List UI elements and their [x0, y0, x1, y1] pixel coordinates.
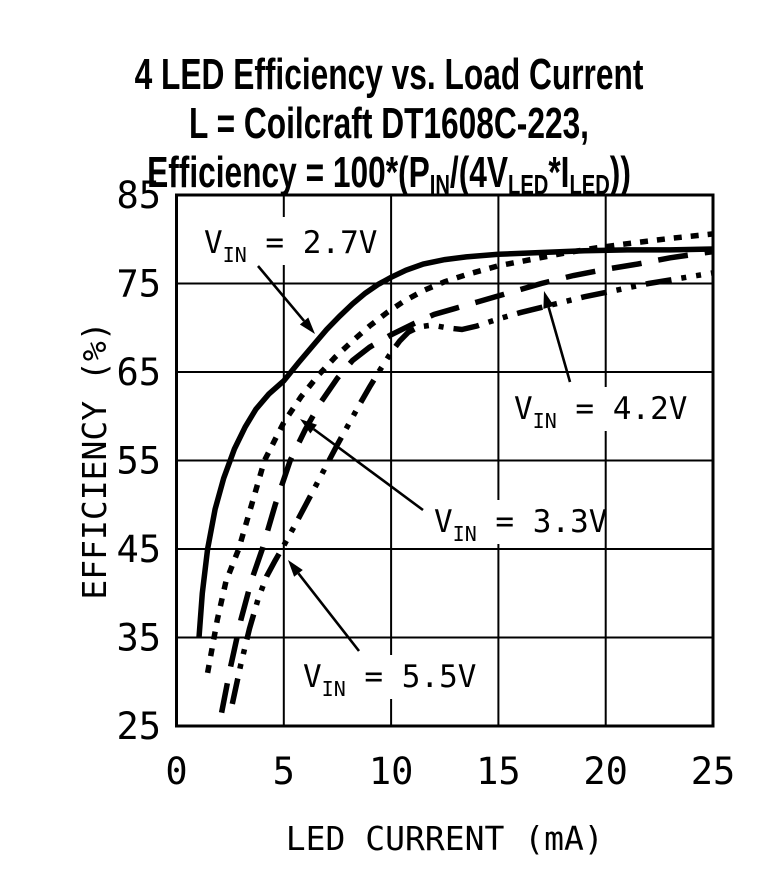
annotation-vin-3.3v: VIN = 3.3V — [300, 419, 607, 546]
curve-vin-5.5v — [229, 270, 714, 705]
y-tick-45: 45 — [116, 528, 161, 571]
y-tick-65: 65 — [116, 351, 161, 394]
x-tick-25: 25 — [691, 750, 736, 793]
curve-vin-4.2v — [218, 248, 714, 714]
label-mask — [195, 217, 353, 265]
annotation-arrow-line — [297, 572, 361, 652]
annotation-arrow-head — [300, 419, 317, 434]
curve-vin-2.7v — [196, 246, 714, 638]
title-text: 4 LED Efficiency vs. Load Current — [134, 50, 644, 99]
annotation-label-masks — [195, 217, 681, 699]
annotation-vin-2.7v: VIN = 2.7V — [204, 225, 377, 334]
title-text: )) — [609, 148, 631, 197]
title-text: *I — [548, 148, 570, 197]
annotation-arrow-head — [543, 291, 554, 309]
y-tick-25: 25 — [116, 705, 161, 748]
chart-title-line-1: 4 LED Efficiency vs. Load Current — [109, 50, 669, 99]
annotation-label-vin-5.5v: VIN = 5.5V — [303, 659, 476, 701]
grid-lines — [176, 195, 713, 726]
curves — [196, 231, 714, 714]
axis-tick-labels: 0 5 10 15 20 25 85 75 65 55 45 35 25 — [116, 174, 735, 793]
label-mask — [425, 500, 600, 544]
y-tick-35: 35 — [116, 617, 161, 660]
annotation-arrow-line — [312, 428, 424, 512]
y-axis-title: EFFICIENCY (%) — [75, 321, 114, 599]
annotation-arrow-head — [288, 560, 303, 577]
y-tick-55: 55 — [116, 440, 161, 483]
chart-title-line-3: Efficiency = 100*(PIN/(4VLED*ILED)) — [109, 148, 669, 202]
annotation-vin-4.2v: VIN = 4.2V — [514, 291, 687, 433]
chart-title-line-2: L = Coilcraft DT1608C-223, — [109, 99, 669, 148]
y-tick-85: 85 — [116, 174, 161, 217]
x-tick-10: 10 — [369, 750, 414, 793]
plot-frame — [175, 193, 715, 728]
label-mask — [505, 387, 681, 431]
x-tick-15: 15 — [476, 750, 521, 793]
x-tick-5: 5 — [273, 750, 295, 793]
y-tick-75: 75 — [116, 263, 161, 306]
title-text: L = Coilcraft DT1608C-223, — [189, 99, 589, 148]
title-text: Efficiency = 100*(P — [147, 148, 430, 197]
x-tick-0: 0 — [165, 750, 187, 793]
x-axis-title: LED CURRENT (mA) — [286, 819, 604, 858]
annotation-arrow-line — [547, 306, 572, 383]
annotation-vin-5.5v: VIN = 5.5V — [288, 560, 476, 701]
chart-title: 4 LED Efficiency vs. Load Current L = Co… — [109, 0, 669, 202]
title-text: /(4V — [449, 148, 509, 197]
annotations: VIN = 2.7V VIN = 3.3V VIN = 4.2V VIN = 5.5V — [204, 225, 687, 701]
annotation-label-vin-2.7v: VIN = 2.7V — [204, 225, 377, 267]
label-mask — [294, 655, 462, 699]
curve-vin-3.3v — [204, 231, 714, 674]
annotation-arrow-head — [299, 317, 315, 334]
x-tick-20: 20 — [583, 750, 628, 793]
annotation-arrow-line — [257, 265, 306, 322]
annotation-label-vin-4.2v: VIN = 4.2V — [514, 391, 687, 433]
title-subscript: IN — [429, 169, 450, 200]
annotation-label-vin-3.3v: VIN = 3.3V — [434, 504, 607, 546]
